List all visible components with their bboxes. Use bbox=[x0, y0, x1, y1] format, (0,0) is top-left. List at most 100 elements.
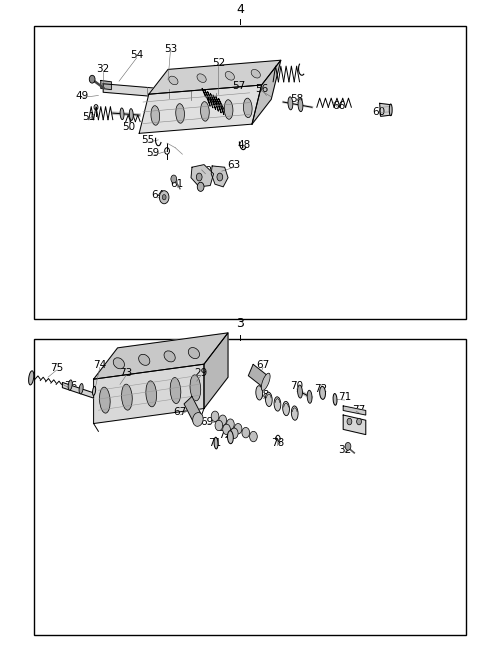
Polygon shape bbox=[191, 164, 214, 187]
Text: 67: 67 bbox=[173, 407, 187, 417]
Text: 68: 68 bbox=[256, 390, 270, 400]
Ellipse shape bbox=[261, 373, 270, 390]
Ellipse shape bbox=[68, 380, 72, 390]
Ellipse shape bbox=[79, 384, 83, 394]
Text: 63: 63 bbox=[228, 160, 241, 170]
Text: 70: 70 bbox=[290, 381, 303, 391]
Polygon shape bbox=[184, 396, 202, 423]
Ellipse shape bbox=[389, 104, 392, 116]
Bar bbox=[34, 26, 466, 319]
Ellipse shape bbox=[188, 348, 200, 358]
Text: 3: 3 bbox=[236, 317, 244, 330]
Ellipse shape bbox=[333, 394, 337, 405]
Text: 60: 60 bbox=[372, 107, 386, 117]
Text: 71: 71 bbox=[338, 392, 351, 402]
Ellipse shape bbox=[113, 358, 124, 369]
Polygon shape bbox=[139, 85, 262, 134]
Circle shape bbox=[230, 428, 238, 438]
Text: 61: 61 bbox=[170, 179, 183, 189]
Ellipse shape bbox=[225, 71, 234, 80]
Ellipse shape bbox=[288, 97, 293, 110]
Ellipse shape bbox=[291, 406, 298, 421]
Polygon shape bbox=[103, 84, 259, 105]
Text: 29: 29 bbox=[194, 368, 207, 379]
Polygon shape bbox=[343, 406, 366, 415]
Ellipse shape bbox=[224, 100, 233, 119]
Circle shape bbox=[171, 175, 177, 183]
Circle shape bbox=[162, 195, 166, 200]
Text: 53: 53 bbox=[164, 44, 177, 54]
Bar bbox=[34, 339, 466, 635]
Circle shape bbox=[196, 173, 202, 181]
Ellipse shape bbox=[146, 381, 156, 407]
Text: 4: 4 bbox=[236, 3, 244, 16]
Ellipse shape bbox=[139, 354, 150, 365]
Text: 64: 64 bbox=[151, 191, 164, 200]
Text: 72: 72 bbox=[218, 430, 231, 440]
Ellipse shape bbox=[151, 105, 160, 125]
Text: 74: 74 bbox=[93, 360, 107, 370]
Ellipse shape bbox=[192, 413, 203, 426]
Polygon shape bbox=[204, 333, 228, 409]
Ellipse shape bbox=[176, 103, 184, 123]
Ellipse shape bbox=[283, 402, 289, 416]
Ellipse shape bbox=[99, 387, 110, 413]
Text: 71: 71 bbox=[208, 438, 222, 448]
Polygon shape bbox=[252, 60, 281, 124]
Polygon shape bbox=[62, 383, 94, 398]
Ellipse shape bbox=[256, 386, 263, 400]
Ellipse shape bbox=[190, 375, 201, 401]
Polygon shape bbox=[94, 333, 228, 379]
Ellipse shape bbox=[169, 76, 178, 84]
Ellipse shape bbox=[197, 74, 206, 83]
Circle shape bbox=[250, 432, 257, 441]
Text: 52: 52 bbox=[212, 58, 225, 68]
Text: 76: 76 bbox=[64, 381, 78, 391]
Ellipse shape bbox=[298, 385, 302, 398]
Ellipse shape bbox=[120, 108, 124, 120]
Circle shape bbox=[357, 419, 361, 425]
Ellipse shape bbox=[298, 99, 303, 111]
Ellipse shape bbox=[307, 390, 312, 403]
Circle shape bbox=[223, 424, 230, 435]
Ellipse shape bbox=[214, 438, 218, 449]
Polygon shape bbox=[94, 364, 204, 424]
Text: 77: 77 bbox=[352, 405, 366, 415]
Ellipse shape bbox=[170, 377, 181, 403]
Circle shape bbox=[242, 428, 250, 438]
Text: 69: 69 bbox=[201, 417, 214, 426]
Text: 75: 75 bbox=[50, 363, 63, 373]
Text: 48: 48 bbox=[237, 140, 251, 150]
Circle shape bbox=[227, 419, 234, 430]
Ellipse shape bbox=[29, 371, 34, 385]
Polygon shape bbox=[101, 81, 111, 90]
Circle shape bbox=[345, 442, 351, 450]
Text: 32: 32 bbox=[96, 64, 110, 75]
Text: 55: 55 bbox=[141, 135, 155, 145]
Circle shape bbox=[197, 182, 204, 191]
Text: 57: 57 bbox=[232, 81, 246, 92]
Text: 66: 66 bbox=[332, 101, 345, 111]
Ellipse shape bbox=[265, 392, 272, 407]
Text: 67: 67 bbox=[256, 360, 270, 370]
Ellipse shape bbox=[228, 431, 233, 443]
Ellipse shape bbox=[251, 69, 260, 78]
Polygon shape bbox=[248, 364, 268, 387]
Polygon shape bbox=[149, 60, 281, 94]
Circle shape bbox=[211, 411, 219, 422]
Text: 78: 78 bbox=[271, 438, 284, 448]
Text: 65: 65 bbox=[194, 178, 207, 187]
Ellipse shape bbox=[129, 109, 133, 121]
Ellipse shape bbox=[93, 386, 96, 396]
Text: 32: 32 bbox=[338, 445, 351, 455]
Circle shape bbox=[219, 415, 227, 426]
Ellipse shape bbox=[274, 397, 281, 411]
Text: 50: 50 bbox=[122, 122, 135, 132]
Circle shape bbox=[159, 191, 169, 204]
Ellipse shape bbox=[243, 98, 252, 118]
Polygon shape bbox=[343, 415, 366, 435]
Circle shape bbox=[215, 421, 223, 431]
Circle shape bbox=[217, 173, 223, 181]
Polygon shape bbox=[380, 103, 391, 117]
Text: 51: 51 bbox=[82, 112, 96, 122]
